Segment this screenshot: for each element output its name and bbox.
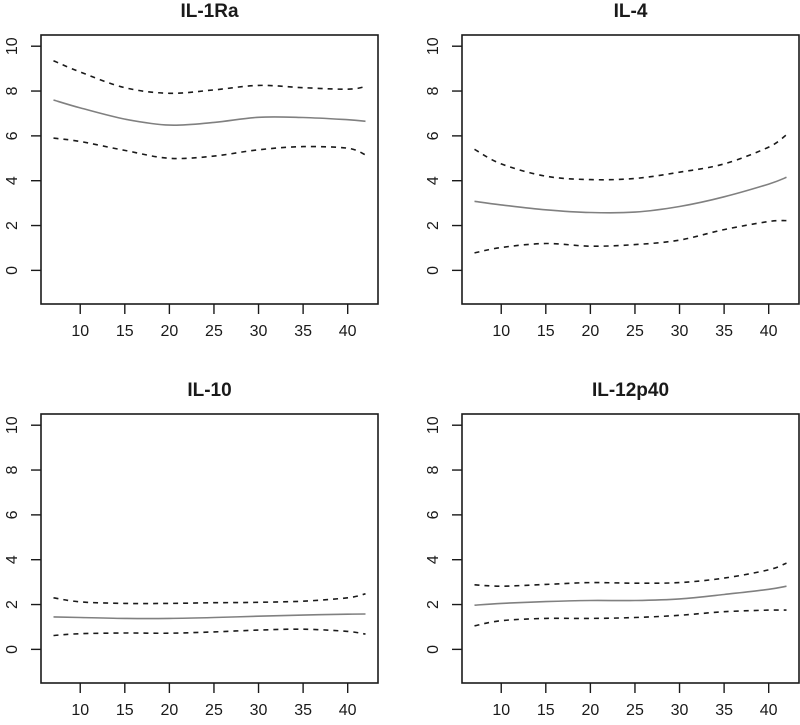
- y-tick-label: 10: [4, 416, 21, 434]
- y-tick-label: 0: [4, 266, 21, 275]
- y-tick-label: 10: [425, 416, 442, 434]
- panel-title: IL-4: [614, 1, 648, 22]
- y-tick-label: 6: [4, 510, 21, 519]
- x-tick-label: 25: [205, 323, 223, 340]
- fit-line: [53, 99, 366, 127]
- panel-il-12p40: IL-12p40 10 15 20 25 30 35 40 0 2 4 6 8 10: [425, 380, 800, 719]
- y-tick-label: 2: [425, 221, 442, 230]
- x-tick-label: 35: [294, 323, 312, 340]
- y-tick-label: 0: [425, 266, 442, 275]
- fit-line: [474, 585, 787, 606]
- plot-frame: [461, 34, 800, 305]
- x-tick-label: 10: [492, 702, 510, 719]
- fit-line: [53, 613, 366, 620]
- y-tick-label: 8: [4, 86, 21, 95]
- plot-frame: [40, 34, 379, 305]
- x-tick-label: 15: [116, 323, 134, 340]
- x-tick-label: 40: [339, 323, 357, 340]
- ci-lower-line: [53, 137, 366, 160]
- y-tick-label: 4: [425, 555, 442, 564]
- x-tick-label: 40: [760, 702, 778, 719]
- x-tick-label: 20: [160, 702, 178, 719]
- y-tick-label: 4: [4, 555, 21, 564]
- x-tick-label: 20: [581, 702, 599, 719]
- ci-lower-line: [474, 219, 787, 254]
- ci-upper-line: [53, 593, 366, 605]
- y-tick-label: 0: [425, 645, 442, 654]
- x-tick-label: 25: [626, 702, 644, 719]
- y-tick-label: 4: [4, 176, 21, 185]
- x-tick-label: 10: [71, 323, 89, 340]
- x-tick-label: 20: [581, 323, 599, 340]
- x-tick-label: 15: [537, 323, 555, 340]
- panel-il-1ra: IL-1Ra 10 15 20 25 30 35 40 0 2 4 6 8 10: [4, 1, 379, 340]
- y-tick-label: 10: [4, 37, 21, 55]
- y-tick-label: 2: [4, 221, 21, 230]
- x-tick-label: 35: [715, 323, 733, 340]
- x-tick-label: 30: [671, 702, 689, 719]
- x-tick-label: 25: [205, 702, 223, 719]
- panel-title: IL-12p40: [592, 380, 669, 401]
- ci-lower-line: [474, 609, 787, 627]
- y-tick-label: 0: [4, 645, 21, 654]
- x-tick-label: 40: [339, 702, 357, 719]
- x-tick-label: 10: [492, 323, 510, 340]
- x-tick-label: 30: [250, 702, 268, 719]
- y-tick-label: 10: [425, 37, 442, 55]
- x-tick-label: 30: [671, 323, 689, 340]
- x-tick-label: 35: [294, 702, 312, 719]
- y-tick-label: 8: [425, 465, 442, 474]
- x-tick-label: 20: [160, 323, 178, 340]
- y-tick-label: 6: [425, 131, 442, 140]
- x-tick-label: 15: [116, 702, 134, 719]
- panel-title: IL-10: [187, 380, 231, 401]
- y-tick-label: 8: [4, 465, 21, 474]
- x-tick-label: 30: [250, 323, 268, 340]
- y-tick-label: 6: [4, 131, 21, 140]
- y-tick-label: 2: [4, 600, 21, 609]
- ci-upper-line: [474, 134, 787, 181]
- panel-il-10: IL-10 10 15 20 25 30 35 40 0 2 4 6 8 10: [4, 380, 379, 719]
- panel-il-4: IL-4 10 15 20 25 30 35 40 0 2 4 6 8 10: [425, 1, 800, 340]
- x-tick-label: 25: [626, 323, 644, 340]
- x-tick-label: 40: [760, 323, 778, 340]
- y-tick-label: 6: [425, 510, 442, 519]
- x-tick-label: 15: [537, 702, 555, 719]
- y-tick-label: 2: [425, 600, 442, 609]
- fit-line: [474, 176, 787, 214]
- y-tick-label: 4: [425, 176, 442, 185]
- x-tick-label: 10: [71, 702, 89, 719]
- ci-upper-line: [474, 562, 787, 588]
- plot-frame: [40, 413, 379, 684]
- y-tick-label: 8: [425, 86, 442, 95]
- plot-frame: [461, 413, 800, 684]
- x-tick-label: 35: [715, 702, 733, 719]
- ci-upper-line: [53, 60, 366, 95]
- panel-title: IL-1Ra: [180, 1, 239, 22]
- ci-lower-line: [53, 628, 366, 637]
